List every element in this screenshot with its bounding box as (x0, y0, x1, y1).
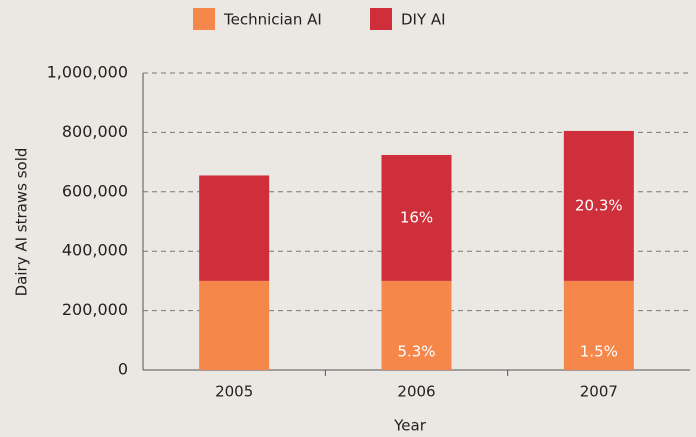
legend-swatch (370, 8, 392, 30)
legend-swatch (193, 8, 215, 30)
y-tick-label: 800,000 (62, 122, 128, 141)
bar-annotation: 20.3% (575, 196, 623, 214)
y-tick-label: 400,000 (62, 241, 128, 260)
bar-annotation: 16% (400, 208, 433, 226)
legend-label: Technician AI (223, 11, 322, 29)
y-tick-label: 200,000 (62, 300, 128, 319)
y-axis-label: Dairy AI straws sold (13, 148, 31, 297)
x-tick-label: 2007 (580, 383, 618, 401)
bar-annotation: 1.5% (580, 343, 618, 361)
bar-segment (199, 280, 270, 370)
bar-segment (563, 280, 634, 370)
bar-segment (199, 175, 270, 281)
legend-label: DIY AI (401, 11, 446, 29)
y-tick-label: 1,000,000 (47, 63, 128, 82)
bar-segment (563, 130, 634, 281)
y-tick-label: 0 (118, 360, 128, 379)
x-axis-label: Year (393, 417, 427, 435)
bar-annotation: 5.3% (397, 343, 435, 361)
bar-segment (381, 154, 452, 281)
x-tick-label: 2005 (215, 383, 253, 401)
x-tick-label: 2006 (397, 383, 435, 401)
bar-segment (381, 280, 452, 370)
y-tick-label: 600,000 (62, 181, 128, 200)
